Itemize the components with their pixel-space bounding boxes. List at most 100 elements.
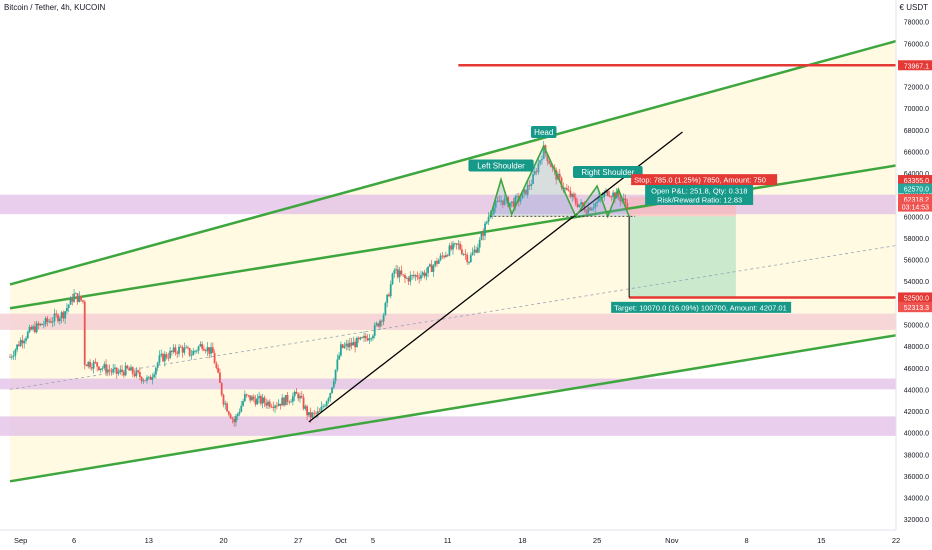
candle-body xyxy=(290,401,293,403)
candle-body xyxy=(386,294,389,303)
candle-body xyxy=(90,367,93,369)
currency-label[interactable]: € USDT xyxy=(899,3,928,12)
candle-body xyxy=(427,266,429,273)
candle-body xyxy=(439,255,442,261)
candle-body xyxy=(197,346,200,351)
candle-body xyxy=(41,323,43,325)
candle-body xyxy=(73,293,75,302)
candle-body xyxy=(494,201,497,208)
candle-body xyxy=(338,355,341,360)
candle-body xyxy=(574,197,577,204)
candle-body xyxy=(384,302,387,316)
candle-body xyxy=(146,377,148,381)
candle-body xyxy=(530,183,533,187)
candle-body xyxy=(329,393,332,399)
candle-body xyxy=(163,354,166,362)
candle-body xyxy=(58,318,61,322)
candle-body xyxy=(57,314,59,322)
x-tick-label: 15 xyxy=(817,536,825,545)
candle-body xyxy=(80,295,83,301)
candle-body xyxy=(441,255,444,257)
candle-body xyxy=(288,401,291,403)
candle-body xyxy=(313,412,316,414)
candle-body xyxy=(622,198,625,200)
candle-body xyxy=(147,376,150,378)
candle-body xyxy=(270,406,273,408)
zone-0 xyxy=(0,194,896,215)
candle-body xyxy=(160,353,163,356)
candle-body xyxy=(603,193,606,198)
candle-body xyxy=(589,207,591,211)
candle-body xyxy=(64,311,67,319)
candle-body xyxy=(306,406,309,416)
candle-body xyxy=(252,396,255,400)
candle-body xyxy=(201,344,204,349)
candle-body xyxy=(533,171,536,175)
candle-body xyxy=(452,243,454,250)
candle-body xyxy=(613,192,616,199)
candle-body xyxy=(539,160,542,164)
candle-body xyxy=(409,275,412,282)
candle-body xyxy=(395,269,397,271)
candle-body xyxy=(608,195,611,197)
candle-body xyxy=(226,403,228,412)
price-badge-bg-3 xyxy=(898,194,932,205)
candle-body xyxy=(496,200,499,202)
x-tick-label: 5 xyxy=(371,536,375,545)
candle-body xyxy=(514,196,517,207)
x-tick-label: 20 xyxy=(219,536,227,545)
candle-body xyxy=(274,405,276,408)
candle-body xyxy=(229,414,232,419)
candle-body xyxy=(199,344,202,347)
candle-body xyxy=(284,394,287,406)
pattern-label-0: Left Shoulder xyxy=(477,162,525,171)
candle-body xyxy=(67,304,70,308)
candle-body xyxy=(227,411,230,415)
candle-body xyxy=(277,403,280,406)
candle-body xyxy=(194,350,196,352)
candle-body xyxy=(130,367,132,371)
candle-body xyxy=(418,277,421,279)
trendline xyxy=(308,131,683,423)
candle-body xyxy=(368,338,371,341)
candle-body xyxy=(565,188,568,190)
candle-body xyxy=(170,350,173,352)
candle-body xyxy=(242,401,244,406)
candle-body xyxy=(300,395,303,398)
candle-body xyxy=(380,320,383,322)
x-tick-label: 6 xyxy=(72,536,76,545)
candle-body xyxy=(428,264,431,267)
candle-body xyxy=(108,369,111,371)
candle-body xyxy=(393,270,396,274)
x-tick-label: 11 xyxy=(444,536,452,545)
candle-body xyxy=(153,374,156,378)
zone-1 xyxy=(0,313,896,330)
candle-body xyxy=(473,249,476,253)
price-badge-2: 62570.0 xyxy=(904,187,929,194)
candle-body xyxy=(493,207,495,214)
candle-body xyxy=(74,293,77,295)
candle-body xyxy=(236,413,239,417)
candle-body xyxy=(430,264,433,272)
candle-body xyxy=(612,192,615,198)
stop-label-bg xyxy=(631,174,778,186)
channel-fill xyxy=(10,41,896,482)
candle-body xyxy=(528,185,531,187)
candle-body xyxy=(119,369,122,373)
candle-body xyxy=(334,369,337,382)
candle-body xyxy=(414,275,417,277)
x-tick-label: Oct xyxy=(335,536,348,545)
y-tick-label: 60000.0 xyxy=(904,214,929,221)
pattern-label-bg-1 xyxy=(530,126,557,139)
y-tick-label: 54000.0 xyxy=(904,279,929,286)
stop-label: Stop: 785.0 (1.25%) 7850, Amount: 750 xyxy=(634,176,766,185)
candle-body xyxy=(587,207,590,214)
candle-body xyxy=(256,398,259,405)
candle-body xyxy=(420,275,422,279)
y-tick-label: 46000.0 xyxy=(904,366,929,373)
candle-body xyxy=(30,326,33,330)
candle-body xyxy=(137,370,139,373)
candle-body xyxy=(348,342,351,348)
candle-body xyxy=(621,199,623,202)
